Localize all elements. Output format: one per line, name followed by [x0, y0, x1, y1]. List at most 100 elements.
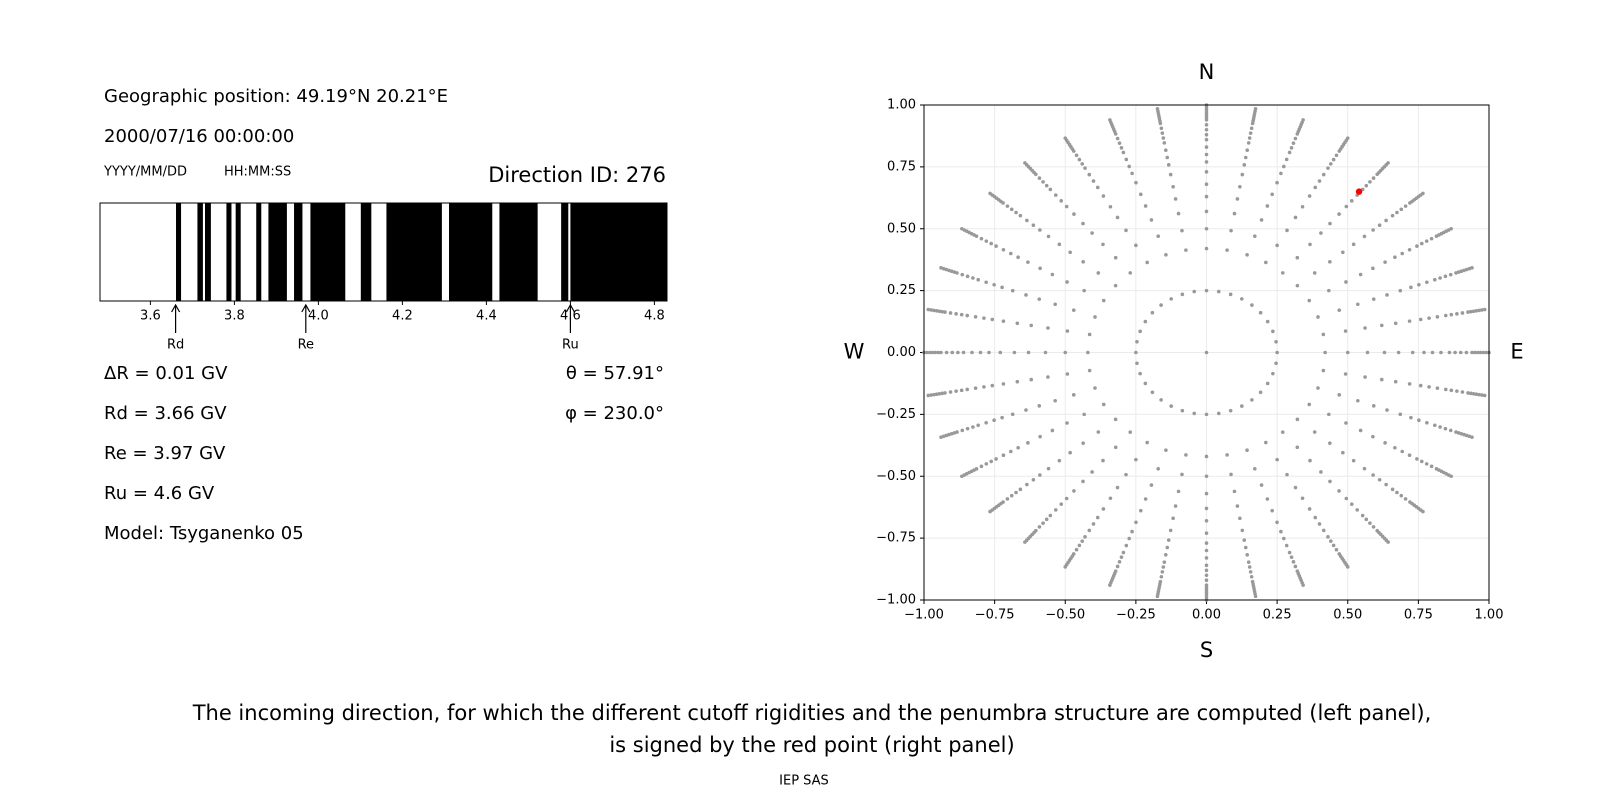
direction-point — [1371, 266, 1375, 271]
direction-point — [1093, 386, 1097, 390]
direction-point — [1155, 594, 1160, 599]
direction-point — [1449, 312, 1454, 317]
direction-point — [1295, 255, 1300, 260]
marker-label: Rd — [167, 338, 184, 353]
direction-point — [984, 420, 988, 425]
direction-point — [1331, 543, 1336, 548]
direction-point — [1204, 194, 1209, 199]
direction-point — [1204, 412, 1209, 417]
direction-point — [936, 350, 940, 355]
direction-point — [1143, 204, 1148, 208]
direction-point — [1281, 536, 1286, 541]
x-tick-label: 4.4 — [476, 309, 497, 324]
direction-point — [988, 191, 992, 196]
direction-point — [1204, 506, 1209, 511]
direction-point — [1316, 315, 1320, 319]
direction-point — [1421, 191, 1425, 196]
x-tick-label: 4.0 — [308, 309, 329, 324]
direction-point — [1229, 228, 1233, 233]
direction-point — [1287, 150, 1292, 155]
direction-point — [1063, 136, 1068, 140]
direction-point — [973, 386, 978, 390]
marker-label: Ru — [562, 338, 579, 353]
direction-point — [1204, 246, 1209, 251]
direction-point — [1101, 458, 1105, 463]
direction-point — [1165, 155, 1170, 160]
arrow-head — [301, 303, 311, 313]
x-tick-label: 4.2 — [392, 309, 413, 324]
direction-point — [1468, 309, 1473, 314]
direction-point — [1240, 297, 1244, 301]
direction-point — [1371, 473, 1375, 477]
direction-point — [1384, 482, 1388, 487]
direction-point — [1458, 350, 1463, 355]
direction-point — [1327, 412, 1331, 417]
direction-point — [1166, 538, 1171, 542]
direction-point — [1121, 150, 1126, 155]
direction-point — [1029, 323, 1034, 328]
direction-point — [1481, 350, 1486, 355]
direction-point — [1460, 311, 1465, 315]
direction-point — [1204, 519, 1209, 523]
x-tick-label: −0.50 — [1045, 608, 1085, 623]
direction-point — [1275, 457, 1279, 462]
direction-point — [1041, 180, 1045, 184]
direction-point — [1180, 472, 1184, 477]
direction-point — [1368, 521, 1372, 525]
direction-point — [943, 310, 947, 314]
direction-point — [1228, 292, 1233, 297]
direction-point — [1086, 350, 1090, 355]
direction-point — [1471, 391, 1476, 396]
direction-point — [1396, 350, 1401, 355]
direction-point — [1130, 171, 1134, 176]
direction-point — [1300, 204, 1305, 209]
direction-point — [1001, 382, 1006, 386]
y-tick-label: 1.00 — [887, 98, 916, 113]
direction-point — [1321, 528, 1326, 533]
direction-point — [1038, 228, 1042, 232]
direction-point — [1259, 483, 1264, 487]
direction-point — [1258, 310, 1263, 315]
direction-point — [1385, 408, 1389, 412]
direction-point — [973, 315, 978, 319]
direction-point — [1427, 316, 1431, 320]
direction-point — [1180, 228, 1184, 233]
direction-point — [1087, 528, 1092, 533]
direction-point — [1371, 228, 1375, 232]
direction-point — [937, 309, 942, 314]
direction-point — [1470, 350, 1474, 355]
direction-point — [1001, 319, 1006, 323]
direction-point — [1065, 421, 1069, 425]
direction-point — [1023, 540, 1027, 544]
direction-point — [1083, 166, 1087, 170]
direction-point — [1080, 162, 1084, 166]
direction-point — [1307, 194, 1312, 198]
direction-point — [1364, 183, 1369, 188]
direction-point — [944, 350, 949, 355]
direction-point — [1390, 487, 1395, 492]
direction-point — [1349, 199, 1354, 203]
direction-point — [1470, 266, 1474, 270]
direction-point — [982, 316, 986, 320]
direction-point — [1168, 528, 1173, 533]
direction-point — [1399, 493, 1404, 498]
direction-point — [1162, 560, 1167, 564]
direction-point — [1328, 260, 1332, 264]
direction-point — [1477, 392, 1481, 397]
direction-point — [1270, 508, 1275, 513]
forbidden-band — [499, 203, 538, 301]
direction-point — [979, 236, 984, 241]
direction-point — [1024, 293, 1028, 297]
direction-point — [1171, 516, 1175, 521]
direction-point — [1150, 310, 1155, 315]
direction-point — [1417, 282, 1421, 287]
direction-point — [1024, 408, 1028, 412]
direction-point — [1117, 560, 1122, 564]
direction-point — [1031, 223, 1036, 228]
direction-point — [1145, 440, 1149, 445]
direction-point — [1474, 309, 1479, 313]
direction-point — [1371, 525, 1376, 529]
direction-point — [1155, 106, 1160, 111]
direction-point — [1044, 183, 1049, 188]
direction-point — [1480, 393, 1484, 397]
